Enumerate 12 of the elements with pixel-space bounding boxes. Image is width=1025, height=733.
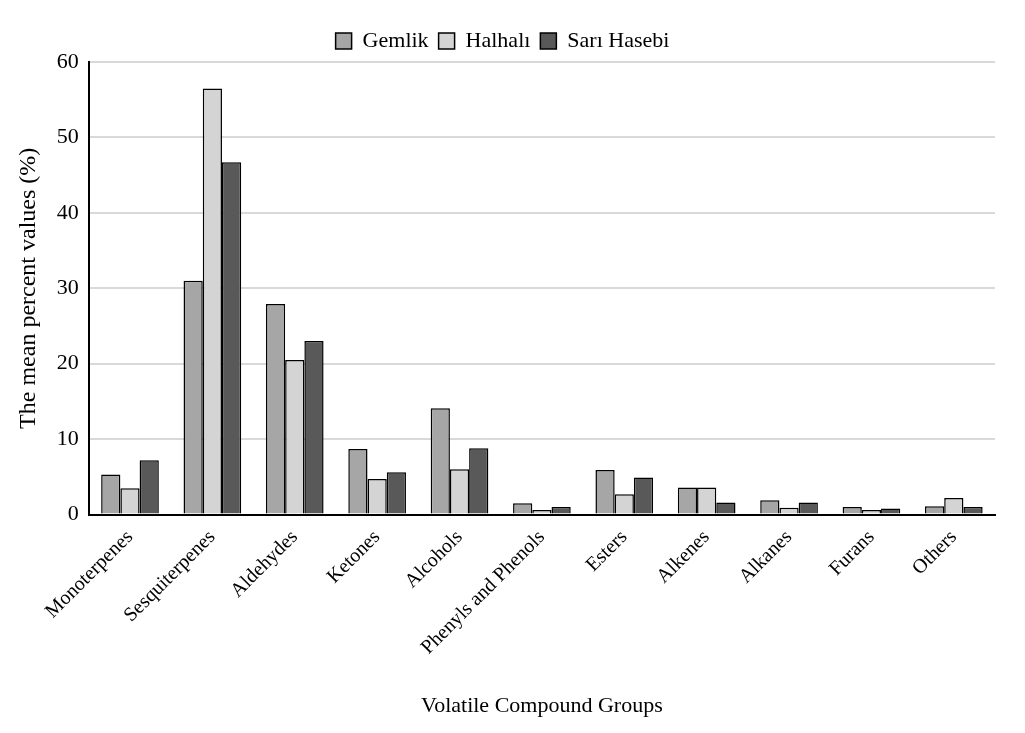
legend-label: Gemlik xyxy=(362,26,429,52)
legend-label: Sarı Hasebi xyxy=(567,26,670,52)
y-tick-label: 0 xyxy=(67,500,79,526)
y-tick-label: 30 xyxy=(56,274,79,300)
y-axis-title: The mean percent values (%) xyxy=(13,147,40,429)
y-tick-label: 10 xyxy=(56,424,79,450)
legend-label: Halhalı xyxy=(465,26,531,52)
y-tick-label: 50 xyxy=(56,123,79,149)
y-tick-label: 40 xyxy=(56,198,79,224)
y-tick-label: 60 xyxy=(56,47,79,73)
x-axis-title: Volatile Compound Groups xyxy=(421,691,663,717)
y-tick-label: 20 xyxy=(56,349,79,375)
